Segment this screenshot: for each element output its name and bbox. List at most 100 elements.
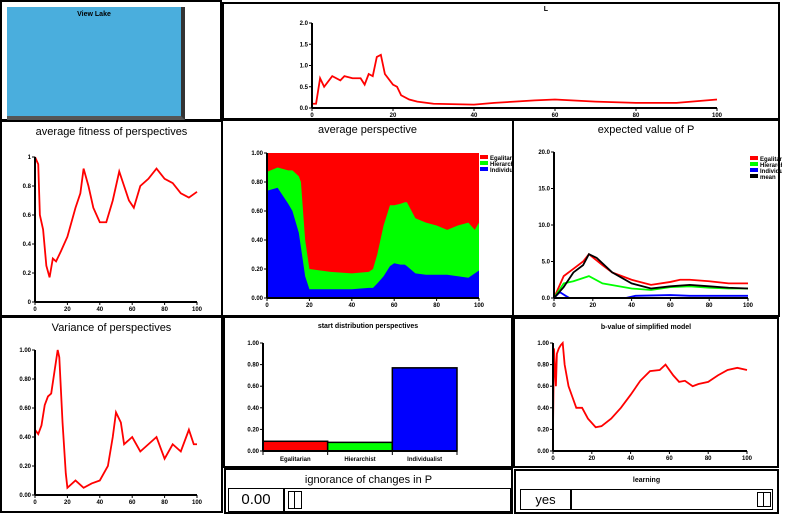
y-tick-label: 0.00 bbox=[19, 493, 31, 499]
y-tick-label: 15.0 bbox=[538, 187, 550, 193]
x-tick-label: 60 bbox=[552, 113, 559, 119]
chart-title: start distribution perspectives bbox=[317, 323, 419, 330]
learning-slider-thumb[interactable] bbox=[757, 492, 771, 507]
x-tick-label: 0 bbox=[33, 500, 37, 506]
series-line-l bbox=[312, 53, 718, 106]
view-lake-panel: View Lake bbox=[0, 0, 222, 121]
legend-label: Individualist bbox=[760, 169, 782, 175]
y-tick-label: 0.2 bbox=[23, 271, 32, 277]
y-tick-label: 0.4 bbox=[23, 242, 32, 248]
y-tick-label: 1.0 bbox=[300, 64, 309, 70]
x-tick-label: 100 bbox=[712, 113, 723, 119]
y-tick-label: 0.00 bbox=[251, 296, 263, 302]
start-distribution-panel: start distribution perspectives Egalitari… bbox=[223, 316, 513, 468]
legend-label: Egalitarian bbox=[760, 157, 782, 163]
y-tick-label: 1.00 bbox=[19, 348, 31, 354]
y-tick-label: 0.60 bbox=[251, 209, 263, 215]
x-tick-label: 60 bbox=[129, 500, 136, 506]
hierarchist-area bbox=[267, 167, 479, 298]
fitness-chart-panel: average fitness of perspectives 0 0.2 0.4 0.… bbox=[0, 120, 223, 317]
series-line-b-value bbox=[552, 340, 748, 430]
x-tick-label: 100 bbox=[474, 303, 485, 309]
x-tick-label: 40 bbox=[628, 303, 635, 309]
y-tick-label: 10.0 bbox=[538, 223, 550, 229]
legend-swatch bbox=[750, 156, 758, 160]
y-tick-label: 0.80 bbox=[251, 180, 263, 186]
x-tick-label: 80 bbox=[161, 500, 168, 506]
learning-slider[interactable] bbox=[571, 489, 773, 510]
y-tick-label: 1.00 bbox=[247, 341, 259, 347]
y-tick-label: 0.40 bbox=[537, 406, 549, 412]
y-tick-label: 0.40 bbox=[19, 435, 31, 441]
chart-title: Variance of perspectives bbox=[51, 322, 172, 334]
x-tick-label: 80 bbox=[633, 113, 640, 119]
x-tick-label: 40 bbox=[471, 113, 478, 119]
legend-swatch bbox=[480, 155, 488, 159]
y-tick-label: 0.20 bbox=[247, 427, 259, 433]
variance-chart-panel: Variance of perspectives 0.00 0.20 0.40 0.60… bbox=[0, 316, 223, 513]
chart-svg: 0 0.2 0.4 0.6 0.8 1 0 20 40 60 80 100 bbox=[23, 155, 203, 313]
series-line-variance bbox=[34, 349, 197, 490]
y-tick-label: 0.00 bbox=[247, 449, 259, 455]
y-tick-label: 0.80 bbox=[537, 363, 549, 369]
x-tick-label: 100 bbox=[743, 303, 754, 309]
series-line-egalitarian bbox=[553, 252, 748, 299]
chart-svg: 0.0 5.0 10.0 15.0 20.0 0 20 40 60 80 100 Egalitaria… bbox=[538, 150, 782, 309]
x-tick-label: 40 bbox=[96, 500, 103, 506]
bar-label: Hierarchist bbox=[344, 457, 375, 463]
x-tick-label: 60 bbox=[129, 307, 136, 313]
legend-swatch bbox=[750, 174, 758, 178]
legend-swatch bbox=[480, 161, 488, 165]
x-tick-label: 40 bbox=[348, 303, 355, 309]
chart-title: L bbox=[543, 6, 548, 13]
x-tick-label: 0 bbox=[33, 307, 37, 313]
y-tick-label: 0.20 bbox=[19, 464, 31, 470]
y-tick-label: 5.0 bbox=[542, 260, 551, 266]
ignorance-slider[interactable] bbox=[284, 488, 511, 512]
y-tick-label: 2.0 bbox=[300, 21, 309, 27]
y-tick-label: 0.80 bbox=[19, 377, 31, 383]
y-tick-label: 0.6 bbox=[23, 213, 32, 219]
x-tick-label: 0 bbox=[552, 303, 556, 309]
series-line-mean bbox=[553, 253, 749, 299]
view-lake-button[interactable]: View Lake bbox=[7, 7, 185, 120]
x-tick-label: 60 bbox=[391, 303, 398, 309]
chart-title: average perspective bbox=[317, 124, 418, 136]
y-tick-label: 20.0 bbox=[538, 150, 550, 156]
legend-label: Egalitarian bbox=[490, 156, 516, 162]
view-lake-label: View Lake bbox=[77, 11, 111, 18]
x-tick-label: 20 bbox=[64, 307, 71, 313]
b-value-panel: b-value of simplified model 0.00 0.20 0.40 0… bbox=[513, 317, 779, 468]
learning-panel: learning yes bbox=[514, 469, 779, 514]
y-tick-label: 1.00 bbox=[251, 151, 263, 157]
bar-label: Egalitarian bbox=[280, 457, 311, 463]
x-tick-label: 0 bbox=[265, 303, 269, 309]
y-tick-label: 0.60 bbox=[537, 384, 549, 390]
chart-title: average fitness of perspectives bbox=[35, 126, 188, 138]
x-tick-label: 20 bbox=[306, 303, 313, 309]
ignorance-slider-thumb[interactable] bbox=[288, 491, 302, 509]
legend-swatch bbox=[750, 168, 758, 172]
x-tick-label: 20 bbox=[64, 500, 71, 506]
learning-value: yes bbox=[520, 489, 571, 510]
x-tick-label: 20 bbox=[390, 113, 397, 119]
legend-label: mean bbox=[760, 175, 776, 181]
x-tick-label: 60 bbox=[666, 456, 673, 462]
legend-swatch bbox=[480, 167, 488, 171]
bar-hierarchist bbox=[326, 441, 394, 452]
x-tick-label: 40 bbox=[96, 307, 103, 313]
y-tick-label: 1.00 bbox=[537, 341, 549, 347]
y-tick-label: 1.5 bbox=[300, 42, 309, 48]
y-tick-label: 0.00 bbox=[537, 449, 549, 455]
y-tick-label: 0.40 bbox=[247, 406, 259, 412]
y-tick-label: 0.80 bbox=[247, 363, 259, 369]
y-tick-label: 0.60 bbox=[19, 406, 31, 412]
legend-swatch bbox=[750, 162, 758, 166]
x-tick-label: 100 bbox=[192, 500, 203, 506]
ignorance-title: ignorance of changes in P bbox=[304, 474, 433, 486]
bar-label: Individualist bbox=[407, 457, 442, 463]
bar-individualist bbox=[391, 367, 458, 452]
chart-title: expected value of P bbox=[597, 124, 695, 136]
x-tick-label: 80 bbox=[161, 307, 168, 313]
x-tick-label: 40 bbox=[627, 456, 634, 462]
